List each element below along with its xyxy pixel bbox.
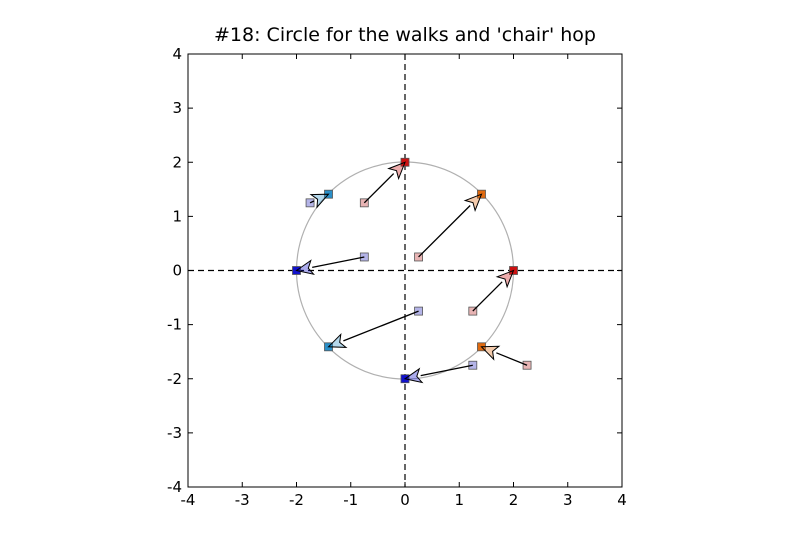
x-tick-label: -4 — [181, 491, 196, 509]
x-tick-label: -3 — [235, 491, 250, 509]
y-tick-label: 1 — [172, 207, 182, 225]
arrow-shaft — [309, 200, 315, 204]
y-tick-label: 4 — [172, 45, 182, 63]
arrow-shaft — [472, 281, 503, 312]
x-axis: -4 -3 -2 -1 0 1 2 3 4 — [181, 54, 627, 509]
y-tick-label: 0 — [172, 262, 182, 280]
arrow-head — [327, 332, 348, 348]
arrow-head — [309, 193, 330, 209]
arrow-shaft — [343, 310, 419, 342]
chart-title: #18: Circle for the walks and 'chair' ho… — [214, 24, 596, 46]
arrow-shaft — [496, 352, 528, 366]
y-tick-label: 3 — [172, 99, 182, 117]
arrow-shaft — [420, 364, 473, 377]
y-tick-label: -1 — [167, 316, 182, 334]
x-tick-label: -2 — [289, 491, 304, 509]
arrow-shaft — [418, 205, 471, 258]
arrow-shaft — [312, 256, 365, 269]
x-tick-label: 4 — [617, 491, 627, 509]
arrow-head — [403, 367, 424, 384]
y-axis: -4 -3 -2 -1 0 1 2 3 4 — [167, 45, 622, 496]
x-tick-label: 1 — [454, 491, 464, 509]
plot-area — [187, 53, 623, 488]
arrow-head — [463, 193, 483, 212]
x-tick-label: -1 — [343, 491, 358, 509]
y-tick-label: -4 — [167, 478, 182, 496]
y-tick-label: -2 — [167, 370, 182, 388]
arrow-shaft — [363, 173, 395, 204]
y-tick-label: 2 — [172, 153, 182, 171]
arrow-head — [387, 161, 406, 181]
arrow-head — [295, 259, 315, 276]
arrow-head — [480, 345, 501, 361]
x-tick-label: 3 — [563, 491, 573, 509]
arrow-head — [495, 269, 515, 289]
x-tick-label: 0 — [400, 491, 410, 509]
y-tick-label: -3 — [167, 424, 182, 442]
x-tick-label: 2 — [509, 491, 519, 509]
